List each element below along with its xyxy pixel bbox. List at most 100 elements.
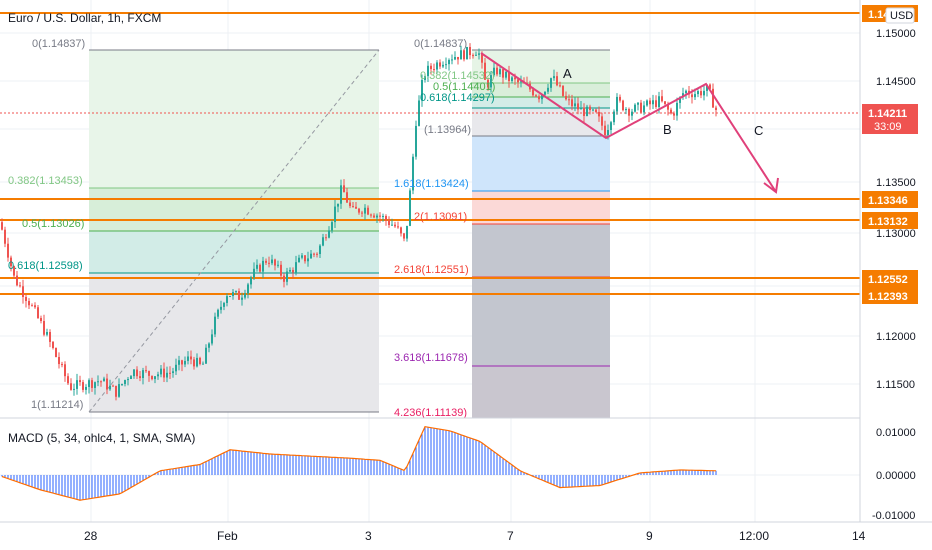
price-tick-5: 1.12000	[876, 331, 916, 343]
candle-body	[199, 357, 201, 364]
candle-body	[73, 388, 75, 390]
fib-right-level-3618: 3.618(1.11678)	[394, 352, 468, 364]
wave-label-c: C	[754, 123, 763, 138]
fib-right-level-1: (1.13964)	[424, 124, 471, 136]
candle-body	[112, 385, 114, 387]
candle-body	[640, 102, 642, 113]
candle-body	[493, 67, 495, 76]
candle-body	[643, 105, 645, 113]
candle-body	[661, 96, 663, 102]
fib-right-level-0: 0(1.14837)	[414, 38, 467, 50]
candle-body	[205, 347, 207, 364]
candle-body	[415, 125, 417, 157]
candle-body	[187, 356, 189, 361]
time-tick-1: 28	[84, 529, 98, 543]
candle-body	[259, 264, 261, 272]
candle-body	[40, 317, 42, 322]
candle-body	[268, 262, 270, 264]
price-tick-4: 1.13000	[876, 228, 916, 240]
candle-body	[169, 372, 171, 374]
candle-body	[553, 76, 555, 79]
candle-body	[244, 293, 246, 298]
candle-body	[472, 55, 474, 57]
fib-right-level-0618: 0.618(1.14297)	[420, 92, 495, 104]
candle-body	[532, 89, 534, 96]
candle-body	[580, 107, 582, 110]
candle-body	[418, 100, 420, 126]
price-label-level-5: 1.12393	[868, 291, 908, 303]
candle-body	[421, 79, 423, 101]
candle-body	[82, 382, 84, 390]
candle-body	[556, 76, 558, 86]
candle-body	[667, 103, 669, 110]
candle-body	[586, 106, 588, 116]
candle-body	[154, 376, 156, 380]
candle-body	[475, 54, 477, 56]
candle-body	[7, 243, 9, 258]
time-axis[interactable]: 28 Feb 3 7 9 12:00 14	[0, 521, 932, 550]
candle-body	[64, 364, 66, 377]
candle-body	[322, 237, 324, 246]
candle-body	[133, 369, 135, 377]
candle-body	[628, 109, 630, 116]
horizontal-levels[interactable]	[0, 12, 860, 295]
candle-body	[466, 47, 468, 60]
candle-body	[22, 286, 24, 298]
price-label-level-4: 1.12552	[868, 274, 908, 286]
candle-body	[463, 50, 465, 60]
candle-body	[151, 375, 153, 380]
candle-body	[568, 99, 570, 101]
candle-body	[58, 357, 60, 365]
wave-label-b: B	[663, 122, 672, 137]
candle-body	[682, 93, 684, 98]
candle-body	[457, 57, 459, 60]
candle-body	[358, 208, 360, 213]
candle-body	[490, 75, 492, 88]
candle-body	[445, 64, 447, 66]
candle-body	[712, 88, 714, 108]
candle-body	[31, 305, 33, 307]
candle-body	[121, 383, 123, 385]
candle-body	[634, 104, 636, 112]
candle-body	[520, 81, 522, 83]
candle-body	[310, 253, 312, 259]
candle-body	[691, 94, 693, 98]
candle-body	[502, 69, 504, 78]
abc-pattern[interactable]	[480, 52, 779, 194]
candle-body	[442, 64, 444, 67]
candle-body	[253, 268, 255, 278]
candle-body	[715, 107, 717, 110]
candle-body	[160, 368, 162, 375]
candle-body	[361, 212, 363, 214]
candle-body	[484, 62, 486, 80]
candle-body	[97, 381, 99, 383]
candle-body	[103, 378, 105, 382]
candle-body	[382, 215, 384, 217]
candle-body	[184, 360, 186, 365]
candle-body	[337, 203, 339, 207]
candle-body	[427, 65, 429, 77]
fib-right-level-0382: 0.382(1.14532)	[420, 70, 495, 82]
candle-body	[664, 101, 666, 104]
candle-body	[316, 253, 318, 255]
candle-body	[631, 111, 633, 116]
candle-body	[286, 271, 288, 282]
price-axis[interactable]: 1.15000 1.14500 1.13500 1.13000 1.12000 …	[859, 0, 932, 522]
candle-body	[328, 230, 330, 238]
time-tick-6: 12:00	[739, 529, 769, 543]
candle-body	[1, 222, 3, 230]
candle-body	[469, 47, 471, 56]
candle-body	[166, 372, 168, 378]
time-tick-5: 9	[646, 529, 653, 543]
candle-body	[601, 116, 603, 126]
candle-body	[622, 100, 624, 111]
candle-body	[277, 264, 279, 266]
candle-body	[262, 260, 264, 272]
candle-body	[607, 129, 609, 136]
candle-body	[94, 382, 96, 388]
candle-body	[373, 215, 375, 218]
candle-body	[202, 363, 204, 365]
candle-body	[190, 356, 192, 360]
price-tick-3: 1.13500	[876, 177, 916, 189]
